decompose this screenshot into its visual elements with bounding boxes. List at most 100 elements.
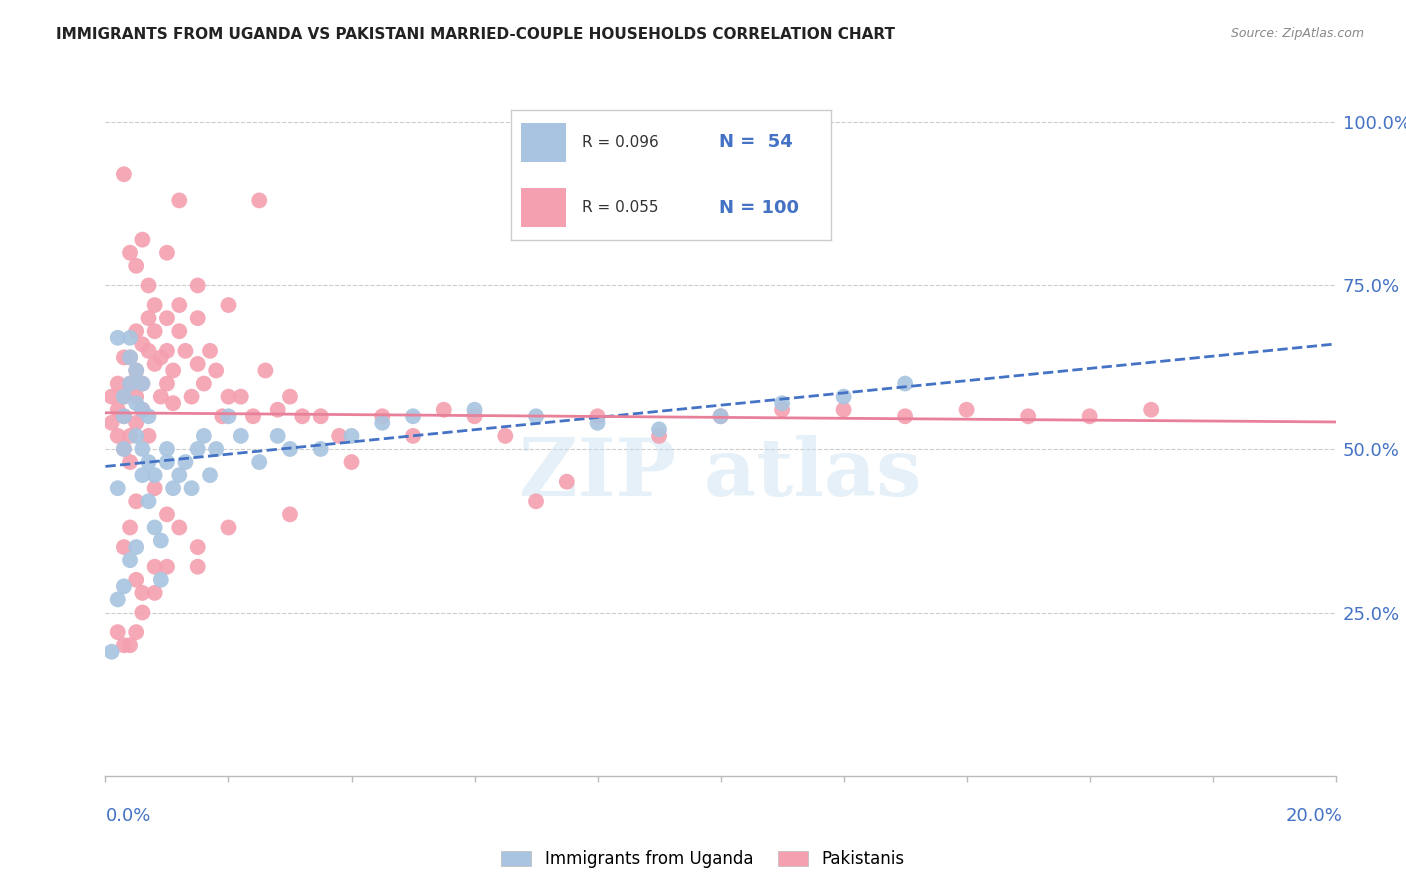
Point: [112, 442, 135, 456]
Point: [149, 533, 172, 548]
Point: [187, 311, 209, 326]
Point: [524, 494, 547, 508]
Point: [278, 442, 301, 456]
Point: [125, 324, 148, 338]
Point: [187, 357, 209, 371]
Point: [464, 409, 486, 424]
Point: [162, 363, 184, 377]
Point: [218, 390, 240, 404]
Point: [169, 298, 191, 312]
Point: [156, 442, 179, 456]
Point: [156, 343, 179, 358]
Point: [125, 363, 148, 377]
Point: [242, 409, 264, 424]
Point: [149, 573, 172, 587]
Y-axis label: Married-couple Households: Married-couple Households: [0, 319, 8, 546]
Point: [100, 390, 122, 404]
Text: Source: ZipAtlas.com: Source: ZipAtlas.com: [1230, 27, 1364, 40]
Point: [198, 468, 221, 483]
Point: [956, 402, 979, 417]
Point: [586, 416, 609, 430]
Point: [112, 167, 135, 181]
Point: [125, 363, 148, 377]
Point: [180, 481, 202, 495]
Point: [143, 298, 166, 312]
Point: [174, 343, 197, 358]
Point: [524, 409, 547, 424]
Point: [131, 586, 153, 600]
Point: [125, 494, 148, 508]
Point: [107, 429, 129, 443]
Point: [156, 311, 179, 326]
Point: [131, 442, 153, 456]
Point: [340, 455, 363, 469]
Point: [100, 416, 122, 430]
Point: [131, 402, 153, 417]
Point: [402, 409, 425, 424]
Point: [131, 402, 153, 417]
Point: [267, 429, 290, 443]
Point: [278, 390, 301, 404]
Point: [710, 409, 733, 424]
Point: [309, 442, 332, 456]
Point: [143, 559, 166, 574]
Point: [187, 442, 209, 456]
Point: [112, 390, 135, 404]
Point: [120, 351, 141, 365]
Text: IMMIGRANTS FROM UGANDA VS PAKISTANI MARRIED-COUPLE HOUSEHOLDS CORRELATION CHART: IMMIGRANTS FROM UGANDA VS PAKISTANI MARR…: [56, 27, 896, 42]
Point: [120, 638, 141, 652]
Point: [648, 422, 671, 436]
Point: [894, 409, 917, 424]
Point: [120, 376, 141, 391]
Point: [131, 233, 153, 247]
Point: [107, 592, 129, 607]
Point: [229, 390, 252, 404]
Point: [112, 442, 135, 456]
Point: [131, 376, 153, 391]
Point: [309, 409, 332, 424]
Point: [218, 409, 240, 424]
Point: [247, 455, 270, 469]
Point: [402, 429, 425, 443]
Point: [586, 409, 609, 424]
Point: [218, 298, 240, 312]
Point: [291, 409, 314, 424]
Point: [254, 363, 277, 377]
Point: [138, 455, 160, 469]
Point: [125, 416, 148, 430]
Point: [131, 606, 153, 620]
Point: [120, 331, 141, 345]
Point: [143, 468, 166, 483]
Point: [770, 396, 793, 410]
Point: [156, 245, 179, 260]
Point: [143, 520, 166, 534]
Point: [169, 324, 191, 338]
Point: [120, 376, 141, 391]
Point: [156, 559, 179, 574]
Point: [1140, 402, 1163, 417]
Point: [894, 376, 917, 391]
Text: ZIP atlas: ZIP atlas: [519, 434, 922, 513]
Point: [371, 416, 394, 430]
Point: [120, 553, 141, 567]
Point: [125, 259, 148, 273]
Point: [156, 455, 179, 469]
Point: [120, 429, 141, 443]
Point: [107, 331, 129, 345]
Point: [494, 429, 516, 443]
Point: [278, 508, 301, 522]
Point: [149, 390, 172, 404]
Point: [174, 455, 197, 469]
Point: [371, 409, 394, 424]
Point: [112, 579, 135, 593]
Text: 20.0%: 20.0%: [1286, 807, 1343, 825]
Point: [205, 363, 228, 377]
Point: [340, 429, 363, 443]
Point: [107, 625, 129, 640]
Point: [770, 402, 793, 417]
Point: [112, 351, 135, 365]
Point: [156, 376, 179, 391]
Point: [138, 278, 160, 293]
Point: [162, 396, 184, 410]
Point: [125, 625, 148, 640]
